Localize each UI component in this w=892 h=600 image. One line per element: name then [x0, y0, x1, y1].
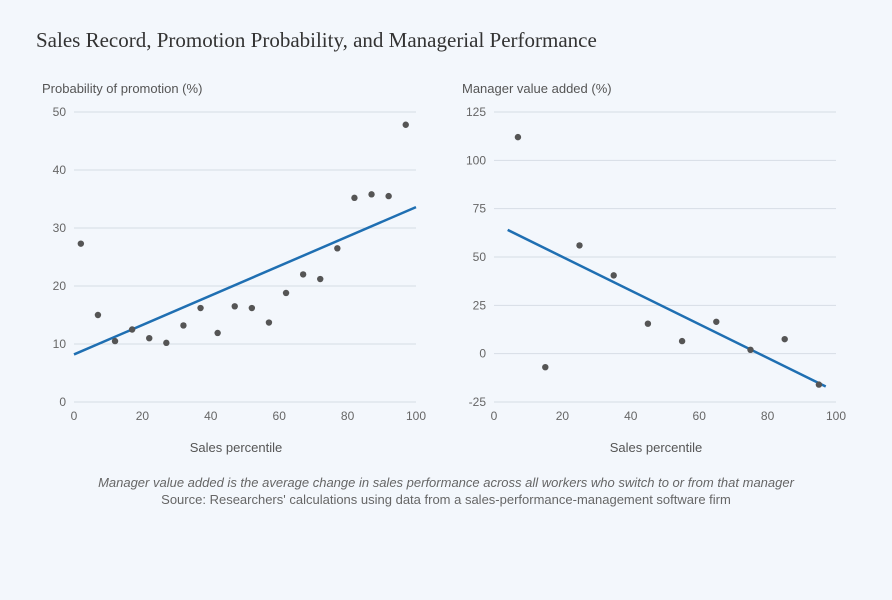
data-point — [266, 319, 272, 325]
x-tick-label: 80 — [761, 409, 775, 423]
x-tick-label: 100 — [826, 409, 846, 423]
chart-right-xlabel: Sales percentile — [456, 440, 856, 455]
y-tick-label: 100 — [466, 153, 486, 167]
data-point — [679, 338, 685, 344]
chart-left: 0 10 20 30 40 50 0 20 40 60 80 100 — [36, 102, 436, 432]
chart-right: -25 0 25 50 75 100 125 0 20 40 60 80 100 — [456, 102, 856, 432]
y-tick-label: 125 — [466, 105, 486, 119]
footnote-italic: Manager value added is the average chang… — [36, 475, 856, 490]
footnote-source: Source: Researchers' calculations using … — [36, 492, 856, 507]
trend-line — [508, 230, 826, 387]
data-point — [816, 381, 822, 387]
x-tick-label: 40 — [624, 409, 638, 423]
data-point — [713, 319, 719, 325]
data-point — [317, 276, 323, 282]
y-tick-label: 40 — [53, 163, 67, 177]
x-tick-label: 0 — [71, 409, 78, 423]
data-point — [163, 340, 169, 346]
data-point — [645, 321, 651, 327]
chart-right-wrap: Manager value added (%) -25 0 25 50 75 100 125… — [456, 81, 856, 455]
y-tick-label: 25 — [473, 298, 487, 312]
data-point — [283, 290, 289, 296]
x-tick-label: 80 — [341, 409, 355, 423]
data-point — [611, 272, 617, 278]
data-point — [112, 338, 118, 344]
data-point — [95, 312, 101, 318]
x-tick-label: 0 — [491, 409, 498, 423]
y-tick-label: 0 — [59, 395, 66, 409]
data-point — [542, 364, 548, 370]
chart-left-svg: 0 10 20 30 40 50 0 20 40 60 80 100 — [36, 102, 426, 432]
data-point — [249, 305, 255, 311]
data-point — [403, 122, 409, 128]
x-tick-label: 40 — [204, 409, 218, 423]
data-point — [214, 330, 220, 336]
data-point — [515, 134, 521, 140]
chart-right-svg: -25 0 25 50 75 100 125 0 20 40 60 80 100 — [456, 102, 846, 432]
chart-left-wrap: Probability of promotion (%) 0 10 20 30 40 50… — [36, 81, 436, 455]
y-tick-label: 0 — [479, 347, 486, 361]
x-tick-label: 100 — [406, 409, 426, 423]
data-point — [351, 195, 357, 201]
footnotes: Manager value added is the average chang… — [36, 475, 856, 507]
x-tick-label: 60 — [273, 409, 287, 423]
y-tick-label: 30 — [53, 221, 67, 235]
y-tick-label: -25 — [469, 395, 487, 409]
data-point — [385, 193, 391, 199]
trend-line — [74, 207, 416, 354]
data-point — [197, 305, 203, 311]
chart-left-xlabel: Sales percentile — [36, 440, 436, 455]
y-tick-label: 50 — [53, 105, 67, 119]
data-point — [146, 335, 152, 341]
y-tick-label: 75 — [473, 202, 487, 216]
page-title: Sales Record, Promotion Probability, and… — [36, 28, 856, 53]
y-tick-label: 20 — [53, 279, 67, 293]
y-tick-label: 50 — [473, 250, 487, 264]
chart-left-ylabel: Probability of promotion (%) — [36, 81, 436, 96]
data-point — [368, 191, 374, 197]
data-point — [78, 240, 84, 246]
data-point — [782, 336, 788, 342]
data-point — [232, 303, 238, 309]
data-point — [300, 271, 306, 277]
charts-row: Probability of promotion (%) 0 10 20 30 40 50… — [36, 81, 856, 455]
chart-right-ylabel: Manager value added (%) — [456, 81, 856, 96]
data-point — [576, 242, 582, 248]
x-tick-label: 20 — [136, 409, 150, 423]
data-point — [129, 326, 135, 332]
x-tick-label: 20 — [556, 409, 570, 423]
data-point — [747, 347, 753, 353]
data-point — [180, 322, 186, 328]
data-point — [334, 245, 340, 251]
x-tick-label: 60 — [693, 409, 707, 423]
y-tick-label: 10 — [53, 337, 67, 351]
